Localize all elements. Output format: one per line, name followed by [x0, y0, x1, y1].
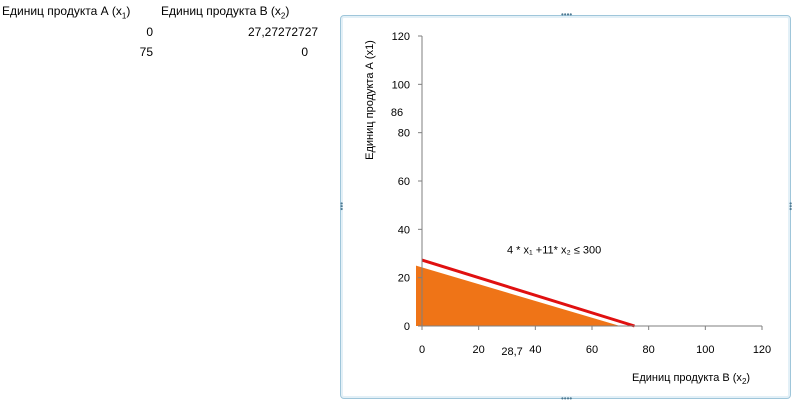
x-tick-label: 0	[419, 344, 425, 356]
resize-handle-left[interactable]: •••	[337, 202, 346, 211]
header-units-b[interactable]: Единиц продукта В (x2)	[161, 4, 290, 21]
y-tick-label: 0	[404, 321, 410, 333]
header-a-end: )	[126, 4, 131, 18]
y-tick-label: 80	[398, 128, 410, 140]
cell-row2-b[interactable]: 0	[301, 45, 308, 59]
header-b-end: )	[285, 4, 290, 18]
cell-row1-b[interactable]: 27,27272727	[248, 25, 319, 39]
resize-handle-top[interactable]: ••••	[561, 10, 573, 19]
header-units-a[interactable]: Единиц продукта А (x1)	[2, 4, 131, 21]
x-tick-label: 20	[473, 344, 485, 356]
constraint-line-0	[421, 258, 635, 328]
chart-frame[interactable]: •••• •••• ••• •••	[337, 11, 795, 403]
x-tick-label: 100	[696, 344, 714, 356]
header-a-sub: 1	[121, 11, 127, 21]
cell-row1-a[interactable]: 0	[146, 25, 153, 39]
annotation-0: 4 * x₁ +11* x₂ ≤ 300	[507, 245, 601, 257]
y-tick-label: 100	[392, 79, 410, 91]
x-tick-label: 40	[529, 344, 541, 356]
feasible-region	[416, 265, 620, 326]
cell-row2-a[interactable]: 75	[139, 45, 153, 59]
y-tick-label: 40	[398, 224, 410, 236]
header-b-text: Единиц продукта В (x	[161, 4, 281, 18]
header-a-text: Единиц продукта А (x	[2, 4, 122, 18]
header-b-sub: 2	[280, 11, 286, 21]
annotation-1: 86	[391, 107, 403, 119]
y-tick-label: 120	[392, 31, 410, 43]
x-tick-label: 80	[643, 344, 655, 356]
x-tick-label: 60	[586, 344, 598, 356]
annotation-2: 28,7	[501, 346, 522, 358]
y-tick-label: 60	[398, 176, 410, 188]
y-axis-label: Единиц продукта А (x1)	[364, 40, 376, 160]
x-axis-label: Единиц продукта В (x2)	[632, 372, 750, 386]
x-tick-label: 120	[753, 344, 771, 356]
resize-handle-bottom[interactable]: ••••	[561, 394, 573, 403]
y-tick-label: 20	[398, 273, 410, 285]
resize-handle-right[interactable]: •••	[786, 202, 795, 211]
